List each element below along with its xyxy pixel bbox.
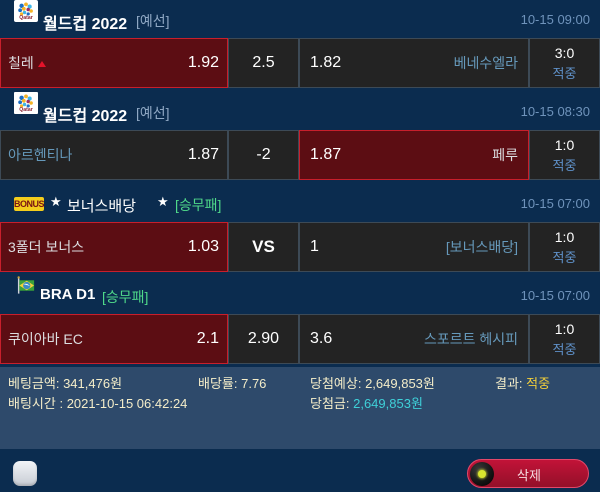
svg-text:Qatar: Qatar — [19, 107, 32, 113]
svg-text:Qatar: Qatar — [19, 15, 32, 21]
